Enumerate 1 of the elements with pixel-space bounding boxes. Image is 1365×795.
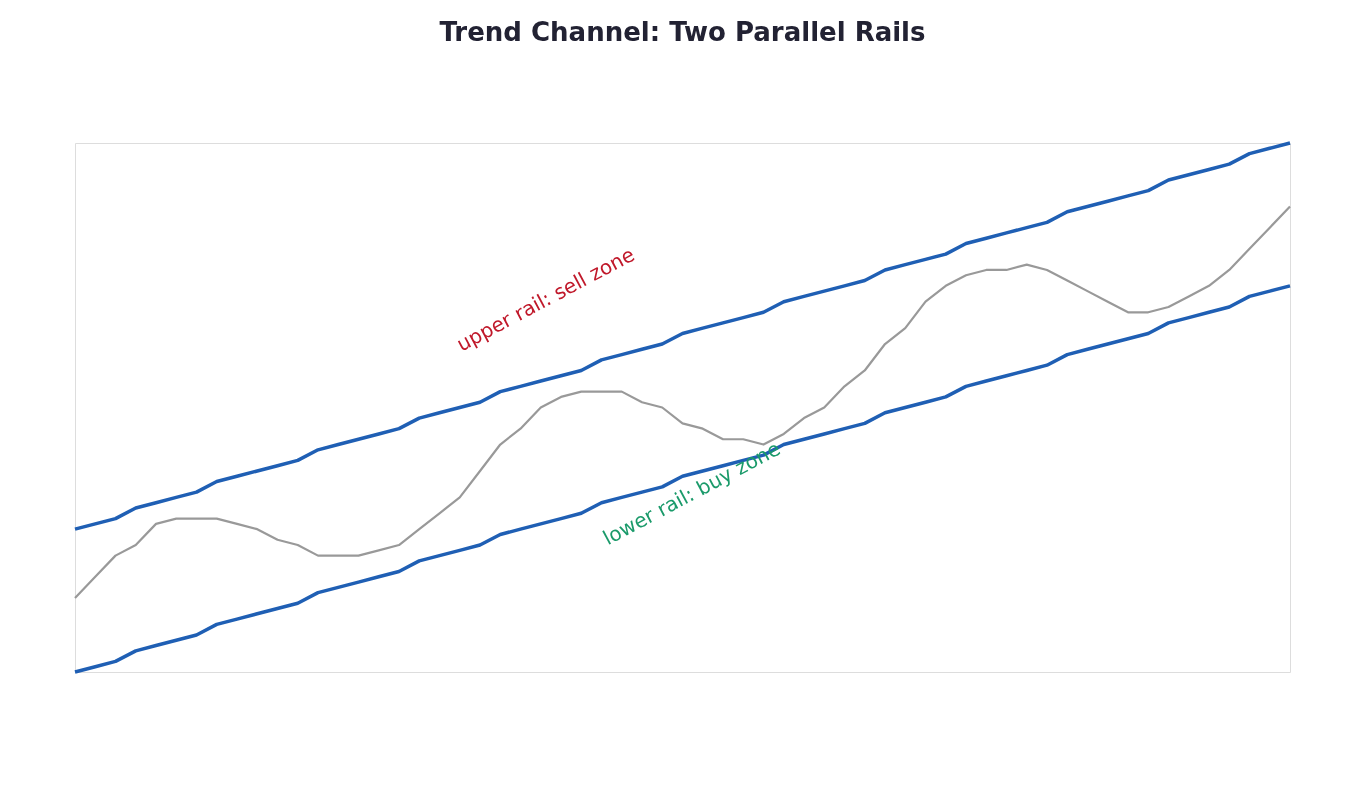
chart-title: Trend Channel: Two Parallel Rails	[439, 17, 926, 48]
